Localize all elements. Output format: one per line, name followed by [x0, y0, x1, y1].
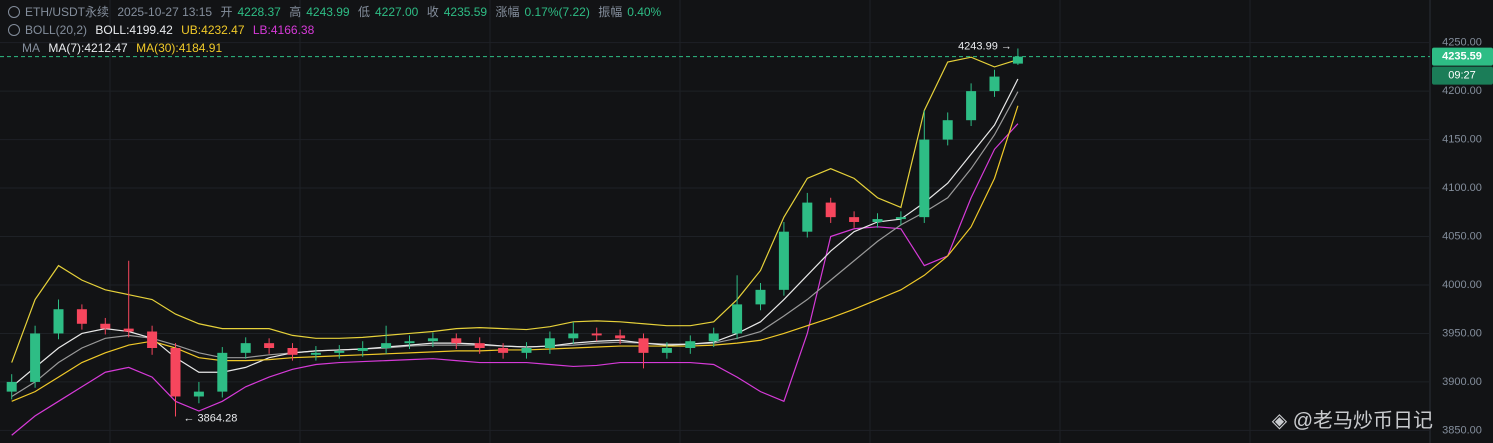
y-tick-label: 3850.00 — [1442, 424, 1482, 436]
candle-body — [474, 343, 485, 349]
indicator[interactable]: BOLL(20,2) — [25, 23, 88, 37]
indicator-line — [11, 56, 1019, 363]
candle-body — [942, 120, 953, 140]
low-annotation: ← 3864.28 — [184, 412, 238, 424]
candle-body — [1012, 56, 1023, 64]
candle-body — [778, 231, 789, 290]
y-tick-label: 4150.00 — [1442, 133, 1482, 145]
candle-body — [521, 348, 532, 353]
indicator-line — [11, 91, 1019, 397]
indicator-line — [11, 123, 1019, 436]
candle-body — [170, 348, 181, 397]
candle-body — [544, 338, 555, 349]
candle-body — [404, 341, 415, 344]
y-tick-label: 4100.00 — [1442, 182, 1482, 194]
candle-body — [708, 333, 719, 342]
legend: BOLL:4199.42 — [95, 23, 173, 37]
legend: MA(30):4184.91 — [136, 41, 223, 55]
high-annotation: 4243.99 → — [958, 40, 1012, 52]
time: 2025-10-27 13:15 — [117, 5, 213, 19]
candle-body — [264, 343, 275, 349]
candle-body — [76, 309, 87, 324]
watermark: ◈ @老马炒币日记 — [1271, 410, 1433, 432]
candle-body — [334, 350, 345, 353]
label: 高 — [289, 5, 302, 19]
value: 4228.37 — [237, 5, 281, 19]
candle-body — [989, 76, 1000, 92]
candle-body — [287, 348, 298, 355]
candle-body — [123, 328, 134, 332]
candle-body — [53, 309, 64, 334]
candle-body — [381, 343, 392, 349]
y-tick-label: 4050.00 — [1442, 230, 1482, 242]
candle-body — [895, 217, 906, 220]
price-tag — [1432, 47, 1493, 66]
candle-body — [872, 219, 883, 222]
label: 振幅 — [598, 5, 623, 19]
candle-body — [825, 202, 836, 218]
y-tick-label: 3950.00 — [1442, 327, 1482, 339]
y-tick-label: 4200.00 — [1442, 85, 1482, 97]
candle-body — [849, 217, 860, 222]
legend: MA(7):4212.47 — [48, 41, 128, 55]
header: ETH/USDT永续 2025-10-27 13:15 开 4228.37 高 42… — [8, 3, 666, 57]
candle-body — [498, 348, 509, 353]
label: 低 — [357, 5, 370, 19]
indicator-line — [11, 78, 1019, 388]
label: 开 — [220, 5, 233, 19]
value: 0.17%(7.22) — [524, 5, 590, 19]
candle-body — [451, 338, 462, 344]
legend: UB:4232.47 — [181, 23, 245, 37]
label: 涨幅 — [495, 5, 520, 19]
indicator-line — [11, 105, 1019, 402]
candle-body — [685, 341, 696, 349]
candle-body — [661, 348, 672, 353]
candle-body — [638, 338, 649, 353]
legend: LB:4166.38 — [252, 23, 315, 37]
candle-body — [568, 333, 579, 339]
candle-body — [755, 289, 766, 305]
value: 0.40% — [627, 5, 662, 19]
candle-body — [147, 331, 158, 349]
candle-body — [30, 333, 41, 382]
candle-body — [100, 323, 111, 329]
header-row: ETH/USDT永续 2025-10-27 13:15 开 4228.37 高 42… — [8, 3, 666, 21]
countdown-tag — [1432, 66, 1493, 85]
price-tag-label: 4235.59 — [1442, 51, 1482, 63]
candle-body — [427, 338, 438, 342]
candle-body — [615, 335, 626, 339]
y-tick-label: 3900.00 — [1442, 376, 1482, 388]
label: 收 — [426, 5, 439, 19]
candle-body — [217, 352, 228, 392]
candle-body — [919, 139, 930, 218]
value: 4243.99 — [306, 5, 350, 19]
candle-body — [966, 91, 977, 121]
symbol: ETH/USDT永续 — [25, 5, 110, 19]
header-row: MA MA(7):4212.47 MA(30):4184.91 — [8, 39, 666, 57]
candle-body — [732, 304, 743, 334]
candle-body — [591, 333, 602, 336]
candle-body — [310, 352, 321, 355]
candle-body — [193, 391, 204, 397]
value: 4235.59 — [443, 5, 488, 19]
candle-body — [802, 202, 813, 232]
value: 4227.00 — [374, 5, 419, 19]
candle-body — [357, 348, 368, 351]
y-tick-label: 4250.00 — [1442, 37, 1482, 49]
indicator[interactable]: MA — [22, 41, 40, 55]
countdown-label: 09:27 — [1448, 70, 1476, 82]
candle-body — [240, 343, 251, 353]
header-row: BOLL(20,2) BOLL:4199.42 UB:4232.47 LB:41… — [8, 21, 666, 39]
watermark-text: @老马炒币日记 — [1292, 410, 1433, 432]
candle-body — [6, 381, 17, 392]
y-tick-label: 4000.00 — [1442, 279, 1482, 291]
